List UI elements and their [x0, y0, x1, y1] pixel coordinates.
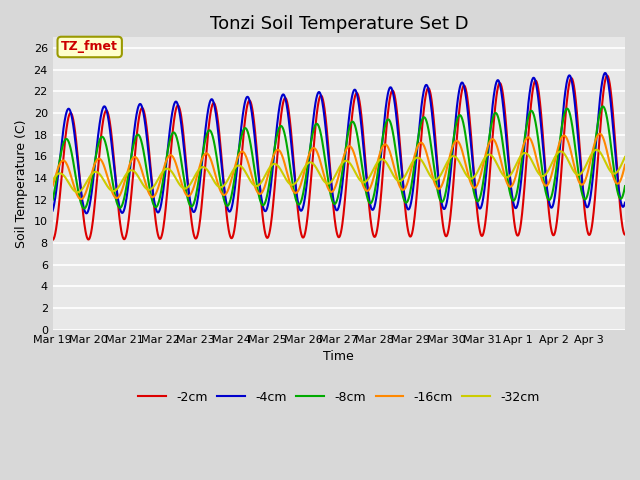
Line: -8cm: -8cm — [52, 107, 625, 208]
-32cm — [139, 181, 147, 187]
Line: -4cm: -4cm — [52, 73, 625, 213]
-16cm — [474, 180, 482, 186]
-4cm — [83, 210, 90, 216]
-2cm — [49, 237, 56, 243]
-32cm — [614, 168, 622, 173]
-8cm — [324, 179, 332, 184]
Legend: -2cm, -4cm, -8cm, -16cm, -32cm: -2cm, -4cm, -8cm, -16cm, -32cm — [133, 385, 544, 408]
-32cm — [474, 168, 482, 173]
-4cm — [621, 200, 629, 205]
-16cm — [324, 186, 332, 192]
-16cm — [596, 131, 604, 136]
-4cm — [474, 203, 482, 208]
-16cm — [49, 183, 56, 189]
-2cm — [604, 73, 611, 79]
-2cm — [474, 214, 481, 219]
-32cm — [593, 147, 600, 153]
-32cm — [621, 154, 629, 160]
-16cm — [614, 180, 622, 186]
Line: -16cm: -16cm — [52, 133, 625, 199]
-32cm — [558, 149, 566, 155]
-4cm — [602, 70, 609, 76]
-32cm — [314, 167, 321, 173]
-8cm — [558, 123, 566, 129]
-8cm — [621, 183, 629, 189]
-4cm — [139, 106, 147, 111]
-8cm — [139, 143, 147, 149]
-2cm — [621, 232, 629, 238]
-16cm — [558, 134, 566, 140]
Line: -2cm: -2cm — [52, 76, 625, 240]
-16cm — [314, 150, 321, 156]
-8cm — [49, 197, 56, 203]
-8cm — [80, 205, 88, 211]
-32cm — [49, 178, 56, 183]
Title: Tonzi Soil Temperature Set D: Tonzi Soil Temperature Set D — [209, 15, 468, 33]
-4cm — [558, 121, 566, 127]
-8cm — [599, 104, 607, 109]
-8cm — [474, 198, 482, 204]
-32cm — [74, 190, 81, 195]
-4cm — [324, 151, 332, 157]
-16cm — [77, 196, 85, 202]
-16cm — [621, 162, 629, 168]
-8cm — [314, 121, 321, 127]
-32cm — [324, 180, 332, 186]
-2cm — [313, 109, 321, 115]
-4cm — [314, 92, 321, 97]
Y-axis label: Soil Temperature (C): Soil Temperature (C) — [15, 119, 28, 248]
-8cm — [614, 192, 622, 197]
-2cm — [558, 165, 566, 171]
X-axis label: Time: Time — [323, 350, 354, 363]
-16cm — [139, 170, 147, 176]
Line: -32cm: -32cm — [52, 150, 625, 192]
-4cm — [49, 208, 56, 214]
Text: TZ_fmet: TZ_fmet — [61, 40, 118, 53]
-2cm — [324, 138, 332, 144]
-4cm — [614, 182, 622, 188]
-2cm — [138, 105, 146, 111]
-2cm — [614, 178, 621, 183]
